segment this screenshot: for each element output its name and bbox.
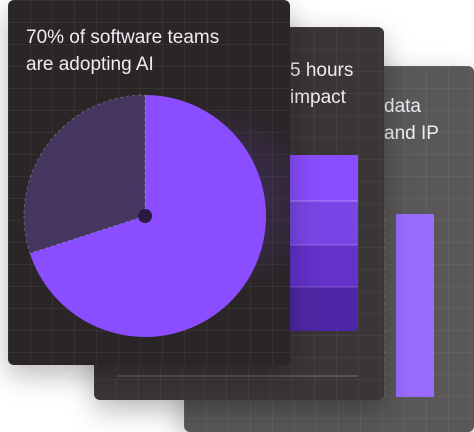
middle-card-title: 5 hours impact — [290, 60, 354, 108]
back-card-chart — [383, 211, 434, 397]
middle-card-bar-3 — [284, 245, 358, 287]
middle-card-bar-4 — [284, 287, 358, 331]
front-card: 70% of software teams are adopting AI — [8, 0, 290, 365]
pie-center-dot — [138, 209, 152, 223]
pie-chart — [23, 94, 266, 338]
front-card-title: 70% of software teams are adopting AI — [26, 27, 220, 75]
pie-slice-2 — [23, 94, 146, 255]
back-card-bar — [396, 214, 434, 397]
middle-card-bar-2 — [284, 201, 358, 245]
middle-card-chart — [118, 155, 358, 377]
back-card-title: data and IP — [384, 96, 439, 144]
middle-card-bar-1 — [284, 155, 358, 201]
